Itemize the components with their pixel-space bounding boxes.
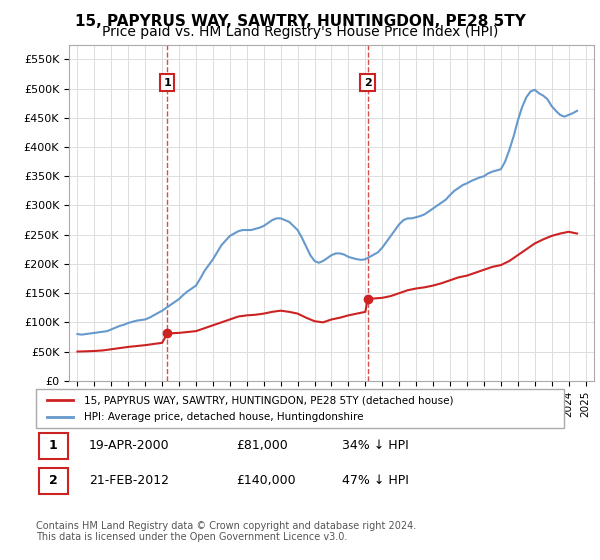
FancyBboxPatch shape <box>36 389 564 428</box>
Text: 19-APR-2000: 19-APR-2000 <box>89 440 169 452</box>
Text: £81,000: £81,000 <box>236 440 289 452</box>
Text: 21-FEB-2012: 21-FEB-2012 <box>89 474 169 487</box>
Text: 47% ↓ HPI: 47% ↓ HPI <box>342 474 409 487</box>
Text: Price paid vs. HM Land Registry's House Price Index (HPI): Price paid vs. HM Land Registry's House … <box>102 25 498 39</box>
Text: 2: 2 <box>49 474 58 487</box>
Text: 34% ↓ HPI: 34% ↓ HPI <box>342 440 409 452</box>
FancyBboxPatch shape <box>38 468 68 494</box>
Text: 15, PAPYRUS WAY, SAWTRY, HUNTINGDON, PE28 5TY (detached house): 15, PAPYRUS WAY, SAWTRY, HUNTINGDON, PE2… <box>83 395 453 405</box>
Text: £140,000: £140,000 <box>236 474 296 487</box>
Text: Contains HM Land Registry data © Crown copyright and database right 2024.
This d: Contains HM Land Registry data © Crown c… <box>36 521 416 543</box>
Text: 1: 1 <box>163 78 171 88</box>
FancyBboxPatch shape <box>38 433 68 459</box>
Text: 1: 1 <box>49 440 58 452</box>
Text: 2: 2 <box>364 78 371 88</box>
Text: HPI: Average price, detached house, Huntingdonshire: HPI: Average price, detached house, Hunt… <box>83 412 363 422</box>
Text: 15, PAPYRUS WAY, SAWTRY, HUNTINGDON, PE28 5TY: 15, PAPYRUS WAY, SAWTRY, HUNTINGDON, PE2… <box>74 14 526 29</box>
